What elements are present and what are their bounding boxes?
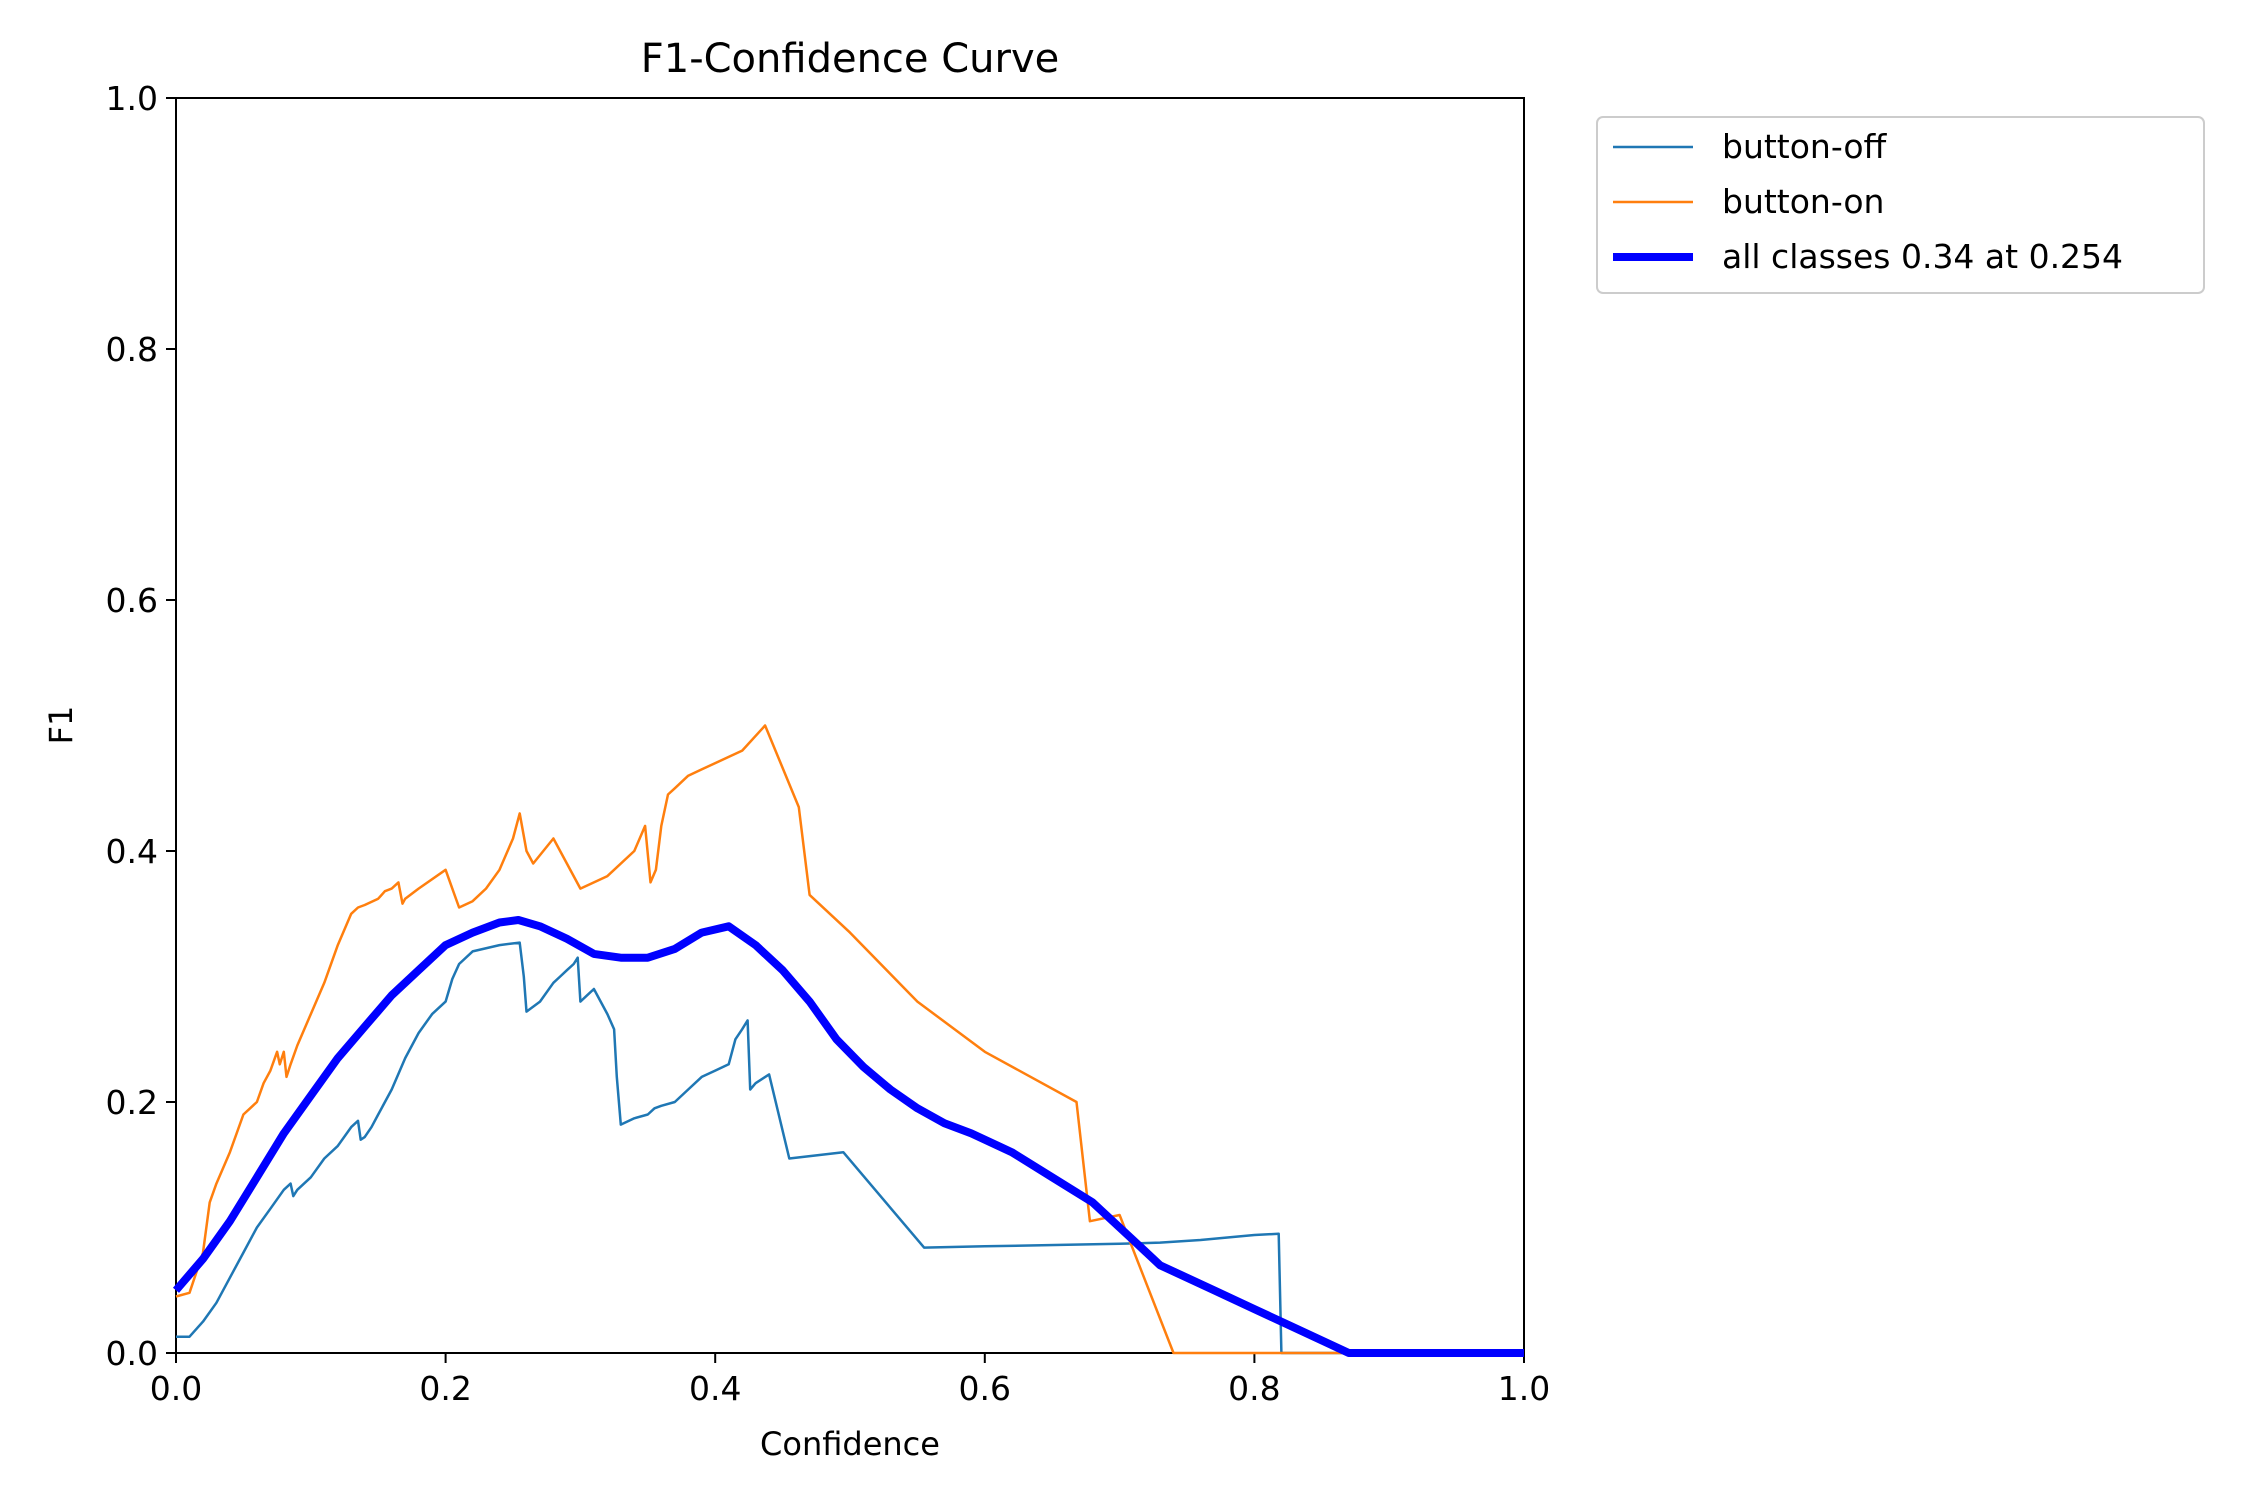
chart-title: F1-Confidence Curve [641,36,1060,82]
legend-label-button-off: button-off [1722,127,1888,166]
x-tick-label: 0.6 [959,1369,1011,1408]
x-tick-label: 0.2 [419,1369,471,1408]
y-axis-label: F1 [42,706,80,745]
y-tick-label: 0.2 [106,1083,158,1122]
y-tick-label: 0.0 [106,1334,158,1373]
x-tick-label: 0.0 [150,1369,202,1408]
x-tick-label: 0.8 [1228,1369,1280,1408]
series-line-all-classes-0-34-at-0-254 [172,916,1524,1357]
legend-label-all-classes: all classes 0.34 at 0.254 [1722,237,2123,276]
legend-label-button-on: button-on [1722,182,1884,221]
x-axis-label: Confidence [760,1425,940,1463]
legend-frame [1596,116,2205,294]
x-tick-label: 0.4 [689,1369,741,1408]
plot-area [175,97,1525,1354]
series-line-button-on [175,724,1524,1355]
y-axis: 0.0 0.2 0.4 0.6 0.8 1.0 [106,79,176,1373]
x-tick-label: 1.0 [1498,1369,1550,1408]
series-line-button-off [176,941,1524,1355]
legend: button-off button-on all classes 0.34 at… [1596,116,2205,294]
x-axis: 0.0 0.2 0.4 0.6 0.8 1.0 [150,1353,1550,1408]
series-layer [172,724,1524,1357]
plot-frame [175,97,1525,1354]
y-tick-label: 0.8 [106,330,158,369]
y-tick-label: 0.4 [106,832,158,871]
y-tick-label: 0.6 [106,581,158,620]
y-tick-label: 1.0 [106,79,158,118]
